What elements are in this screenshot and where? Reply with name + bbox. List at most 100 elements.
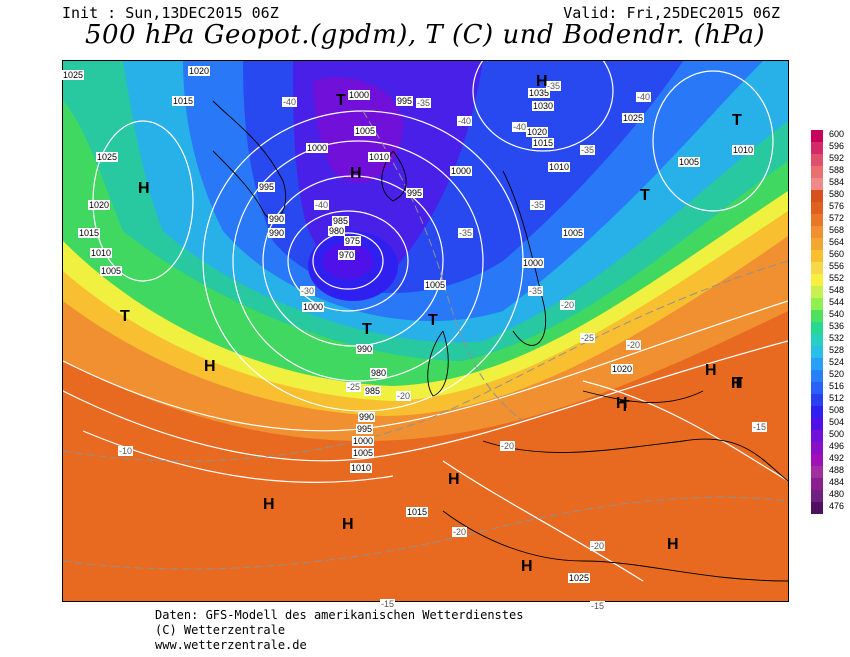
isobar-label: 995 — [356, 424, 374, 434]
legend-swatch — [811, 502, 823, 514]
legend-value: 484 — [829, 477, 845, 487]
high-pressure-marker: H — [263, 496, 275, 513]
legend-swatch — [811, 406, 823, 418]
legend-entry: 516 — [811, 381, 850, 394]
legend-value: 492 — [829, 453, 845, 463]
footer: Daten: GFS-Modell des amerikanischen Wet… — [155, 608, 523, 653]
isobar-label: 985 — [364, 386, 382, 396]
legend-value: 488 — [829, 465, 845, 475]
legend-value: 476 — [829, 501, 845, 511]
isobar-label: 995 — [258, 182, 276, 192]
legend-entry: 600 — [811, 129, 850, 142]
isotherm-label: -15 — [590, 601, 606, 611]
isobar-label: 1020 — [88, 200, 111, 210]
legend-value: 508 — [829, 405, 845, 415]
high-pressure-marker: H — [731, 375, 743, 392]
legend-value: 564 — [829, 237, 845, 247]
footer-copyright: (C) Wetterzentrale — [155, 623, 286, 637]
isobar-label: 1015 — [406, 507, 429, 517]
isobar-label: 985 — [332, 216, 350, 226]
legend-swatch — [811, 382, 823, 394]
legend-entry: 508 — [811, 405, 850, 418]
high-pressure-marker: H — [667, 536, 679, 553]
legend-entry: 572 — [811, 213, 850, 226]
legend-value: 576 — [829, 201, 845, 211]
isobar-label: 1015 — [172, 96, 195, 106]
isotherm-label: -20 — [500, 441, 516, 451]
isobar-label: 1020 — [526, 127, 549, 137]
map-field — [63, 61, 788, 601]
legend-value: 516 — [829, 381, 845, 391]
legend-value: 532 — [829, 333, 845, 343]
map-title: 500 hPa Geopot.(gpdm), T (C) und Bodendr… — [84, 20, 766, 50]
isobar-label: 990 — [358, 412, 376, 422]
isobar-label: 990 — [356, 344, 374, 354]
isobar-label: 1000 — [302, 302, 325, 312]
legend-entry: 568 — [811, 225, 850, 238]
legend-swatch — [811, 334, 823, 346]
isobar-label: 1000 — [352, 436, 375, 446]
legend-entry: 560 — [811, 249, 850, 262]
legend-entry: 580 — [811, 189, 850, 202]
isobar-label: 1015 — [532, 138, 555, 148]
init-time: Init : Sun,13DEC2015 06Z — [62, 4, 279, 22]
isobar-label: 995 — [406, 188, 424, 198]
isotherm-label: -20 — [626, 340, 642, 350]
legend-swatch — [811, 274, 823, 286]
legend-swatch — [811, 466, 823, 478]
isobar-label: 1020 — [188, 66, 211, 76]
isobar-label: 990 — [268, 228, 286, 238]
low-pressure-marker: T — [362, 321, 372, 338]
isobar-label: 1025 — [96, 152, 119, 162]
isobar-label: 1005 — [562, 228, 585, 238]
isobar-label: 1005 — [354, 126, 377, 136]
isobar-label: 1025 — [568, 573, 591, 583]
legend-entry: 584 — [811, 177, 850, 190]
legend-value: 592 — [829, 153, 845, 163]
legend-swatch — [811, 238, 823, 250]
legend-swatch — [811, 478, 823, 490]
legend-swatch — [811, 178, 823, 190]
legend-entry: 588 — [811, 165, 850, 178]
isobar-label: 1010 — [732, 145, 755, 155]
legend-value: 588 — [829, 165, 845, 175]
legend-swatch — [811, 442, 823, 454]
isotherm-label: -25 — [346, 382, 362, 392]
isotherm-label: -30 — [300, 286, 316, 296]
high-pressure-marker: H — [204, 358, 216, 375]
legend-entry: 488 — [811, 465, 850, 478]
legend-swatch — [811, 346, 823, 358]
legend-value: 572 — [829, 213, 845, 223]
isotherm-label: -15 — [752, 422, 768, 432]
isotherm-label: -35 — [546, 81, 562, 91]
legend-swatch — [811, 262, 823, 274]
legend-value: 504 — [829, 417, 845, 427]
legend-swatch — [811, 394, 823, 406]
legend-entry: 484 — [811, 477, 850, 490]
high-pressure-marker: H — [342, 516, 354, 533]
isobar-label: 1015 — [78, 228, 101, 238]
isobar-label: 990 — [268, 214, 286, 224]
isobar-label: 1005 — [678, 157, 701, 167]
isobar-label: 1010 — [548, 162, 571, 172]
isotherm-label: -35 — [530, 200, 546, 210]
isobar-label: 975 — [344, 236, 362, 246]
legend-value: 600 — [829, 129, 845, 139]
legend-swatch — [811, 226, 823, 238]
isotherm-label: -40 — [512, 122, 528, 132]
legend-swatch — [811, 418, 823, 430]
legend-swatch — [811, 214, 823, 226]
legend-value: 500 — [829, 429, 845, 439]
legend-swatch — [811, 358, 823, 370]
isotherm-label: -10 — [118, 446, 134, 456]
legend-swatch — [811, 142, 823, 154]
high-pressure-marker: H — [448, 471, 460, 488]
low-pressure-marker: T — [428, 312, 438, 329]
legend-value: 540 — [829, 309, 845, 319]
legend-value: 580 — [829, 189, 845, 199]
high-pressure-marker: H — [350, 165, 362, 182]
legend-swatch — [811, 154, 823, 166]
legend-entry: 476 — [811, 501, 850, 514]
legend-swatch — [811, 166, 823, 178]
legend-value: 596 — [829, 141, 845, 151]
